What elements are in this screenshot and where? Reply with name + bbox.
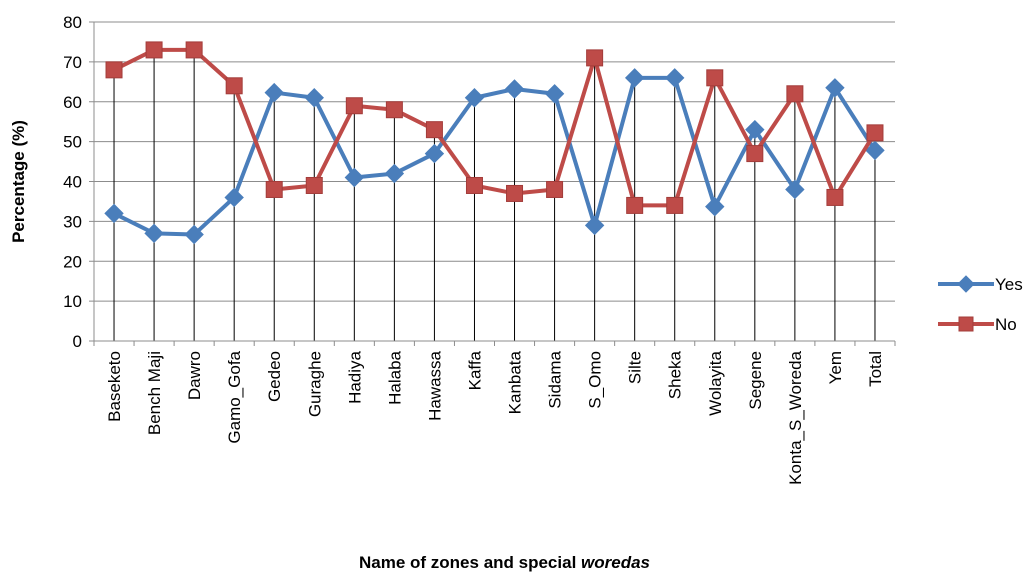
data-point	[105, 61, 123, 79]
x-tick-labels: Baseketo Bench Maji Dawro Gamo_Gofa Gedeo Gur…	[105, 350, 885, 484]
x-tick-label: Bench Maji	[145, 351, 164, 435]
x-tick-label: S_Omo	[586, 351, 605, 409]
x-tick-label: Silte	[626, 351, 645, 384]
data-point	[586, 49, 604, 67]
y-tick-label: 60	[63, 93, 82, 112]
x-tick-label: Hawassa	[425, 350, 444, 420]
data-point	[546, 180, 564, 198]
x-axis-title-italic: woredas	[581, 553, 650, 572]
data-point	[786, 85, 804, 103]
data-point	[705, 196, 725, 217]
x-tick-label: Yem	[826, 351, 845, 384]
data-point	[624, 68, 645, 88]
data-point	[265, 180, 283, 198]
series-no	[105, 41, 884, 214]
x-tick-label: Konta_S_Woreda	[786, 350, 805, 484]
data-point	[385, 101, 403, 119]
x-tick-label: Segene	[746, 351, 765, 410]
series-layer	[104, 41, 885, 245]
data-point	[866, 124, 884, 142]
y-tick-label: 0	[73, 332, 82, 351]
y-tick-label: 10	[63, 292, 82, 311]
legend-swatch-marker	[957, 275, 975, 293]
x-tick-label: Gamo_Gofa	[225, 350, 244, 443]
data-point	[224, 187, 244, 208]
x-tick-label: Guraghe	[305, 351, 324, 417]
series-line	[113, 47, 877, 208]
x-tick-label: Hadiya	[345, 350, 364, 403]
legend: Yes No	[938, 275, 1023, 334]
legend-label: Yes	[995, 275, 1023, 294]
data-point	[225, 77, 243, 95]
data-point	[706, 69, 724, 87]
axes	[89, 21, 896, 346]
x-tick-label: Kaffa	[465, 350, 484, 390]
data-point	[626, 196, 644, 214]
data-point	[666, 196, 684, 214]
data-point	[544, 84, 565, 104]
data-point	[504, 79, 525, 99]
x-tick-label: Sheka	[666, 350, 685, 399]
data-point	[185, 41, 203, 59]
x-tick-label: Baseketo	[105, 351, 124, 422]
data-point	[826, 188, 844, 206]
data-point	[465, 176, 483, 194]
data-point	[584, 215, 605, 236]
data-point	[865, 140, 885, 161]
x-tick-label: Dawro	[185, 351, 204, 400]
data-point	[104, 203, 124, 224]
data-point	[506, 184, 524, 202]
x-tick-label: Sidama	[546, 350, 565, 408]
x-axis-title: Name of zones and special woredas	[359, 553, 650, 572]
x-tick-label: Halaba	[385, 350, 404, 404]
data-point	[304, 88, 324, 108]
y-tick-label: 20	[63, 252, 82, 271]
data-point	[384, 163, 405, 184]
legend-label: No	[995, 315, 1017, 334]
data-point	[424, 143, 445, 164]
x-tick-label: Gedeo	[265, 351, 284, 402]
data-point	[144, 223, 164, 244]
data-point	[344, 167, 365, 188]
data-point	[745, 119, 765, 140]
data-point	[746, 145, 764, 163]
y-tick-label: 70	[63, 53, 82, 72]
x-tick-label: Total	[866, 351, 885, 387]
data-point	[825, 78, 845, 98]
y-tick-label: 40	[63, 173, 82, 192]
y-tick-label: 80	[63, 13, 82, 32]
x-axis-title-main: Name of zones and special	[359, 553, 581, 572]
data-point	[345, 97, 363, 115]
legend-entry: No	[938, 315, 1017, 334]
data-point	[264, 82, 284, 103]
data-point	[665, 68, 685, 88]
y-axis-title: Percentage (%)	[9, 120, 28, 243]
data-point	[305, 176, 323, 194]
x-tick-label: Wolayita	[706, 350, 725, 415]
y-tick-label: 50	[63, 133, 82, 152]
data-point	[145, 41, 163, 59]
legend-swatch-marker	[958, 316, 974, 332]
data-point	[785, 179, 805, 200]
legend-entry: Yes	[938, 275, 1023, 294]
y-tick-label: 30	[63, 212, 82, 231]
y-tick-labels: 0 10 20 30 40 50 60 70 80	[63, 13, 82, 351]
series-yes	[104, 68, 885, 245]
x-tick-label: Kanbata	[506, 350, 525, 414]
data-point	[425, 121, 443, 139]
data-point	[184, 224, 204, 245]
gridlines	[94, 21, 895, 342]
data-point	[464, 88, 485, 108]
